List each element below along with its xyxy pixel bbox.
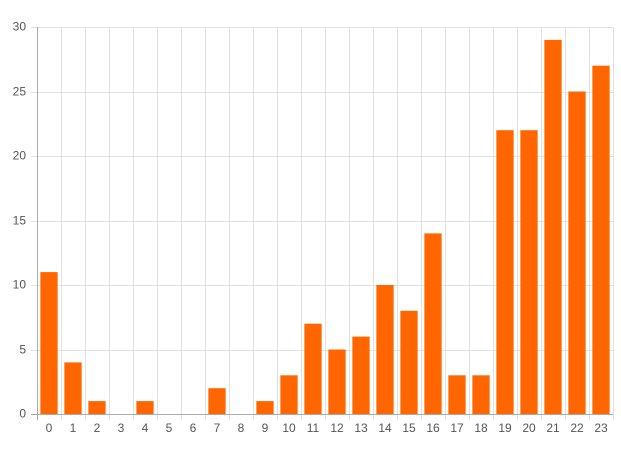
y-tick-label: 5 [19, 343, 26, 357]
x-tick-label: 1 [70, 421, 77, 435]
bar [496, 130, 514, 414]
bar [88, 401, 106, 414]
x-tick-label: 16 [426, 421, 440, 435]
x-tick-label: 9 [262, 421, 269, 435]
bar [520, 130, 538, 414]
bar [208, 388, 226, 414]
x-tick-label: 2 [94, 421, 101, 435]
bar [328, 349, 346, 414]
bar [472, 375, 490, 414]
bar [448, 375, 466, 414]
bar [136, 401, 154, 414]
bar [352, 336, 370, 414]
bar [64, 362, 82, 414]
y-tick-label: 0 [19, 407, 26, 421]
bar [280, 375, 298, 414]
x-tick-label: 13 [354, 421, 368, 435]
x-tick-label: 3 [118, 421, 125, 435]
x-tick-label: 5 [166, 421, 173, 435]
x-tick-label: 6 [190, 421, 197, 435]
x-tick-label: 23 [594, 421, 608, 435]
x-tick-label: 14 [378, 421, 392, 435]
bar [592, 65, 610, 414]
x-tick-label: 19 [498, 421, 512, 435]
bar [424, 233, 442, 414]
y-tick-label: 20 [13, 149, 27, 163]
y-tick-label: 10 [13, 278, 27, 292]
x-tick-label: 18 [474, 421, 488, 435]
bar [304, 323, 322, 414]
bar [544, 39, 562, 415]
x-tick-label: 21 [546, 421, 560, 435]
x-tick-label: 15 [402, 421, 416, 435]
y-tick-label: 15 [13, 214, 27, 228]
x-tick-label: 4 [142, 421, 149, 435]
x-tick-label: 10 [282, 421, 296, 435]
x-tick-label: 12 [330, 421, 344, 435]
bar [400, 310, 418, 414]
x-tick-label: 17 [450, 421, 464, 435]
y-tick-label: 25 [13, 85, 27, 99]
x-tick-label: 22 [570, 421, 584, 435]
bar [376, 285, 394, 414]
x-tick-label: 20 [522, 421, 536, 435]
x-tick-label: 7 [214, 421, 221, 435]
x-tick-label: 8 [238, 421, 245, 435]
bar [256, 401, 274, 414]
bar [40, 272, 58, 414]
bar [568, 91, 586, 414]
x-tick-label: 11 [307, 421, 320, 435]
x-tick-label: 0 [46, 421, 53, 435]
y-tick-label: 30 [13, 20, 27, 34]
